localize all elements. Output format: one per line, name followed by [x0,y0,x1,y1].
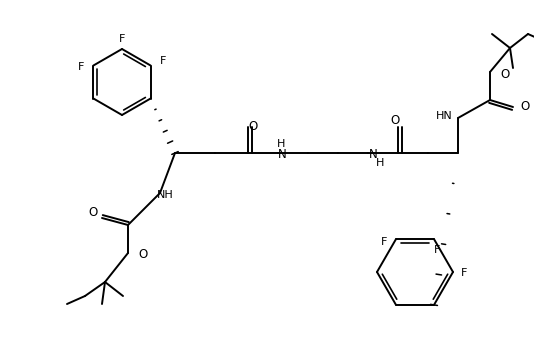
Text: O: O [248,120,257,132]
Text: N: N [278,149,287,161]
Text: NH: NH [156,190,174,200]
Text: F: F [381,237,387,247]
Text: O: O [390,115,399,127]
Text: F: F [159,57,166,67]
Text: O: O [500,68,509,81]
Text: O: O [88,207,98,219]
Text: HN: HN [436,111,452,121]
Text: N: N [369,149,378,161]
Text: O: O [138,247,147,261]
Text: O: O [520,101,529,113]
Text: F: F [78,62,84,72]
Text: H: H [376,158,384,168]
Text: H: H [277,139,285,149]
Text: F: F [119,34,125,44]
Text: F: F [434,245,440,255]
Text: F: F [461,268,467,278]
